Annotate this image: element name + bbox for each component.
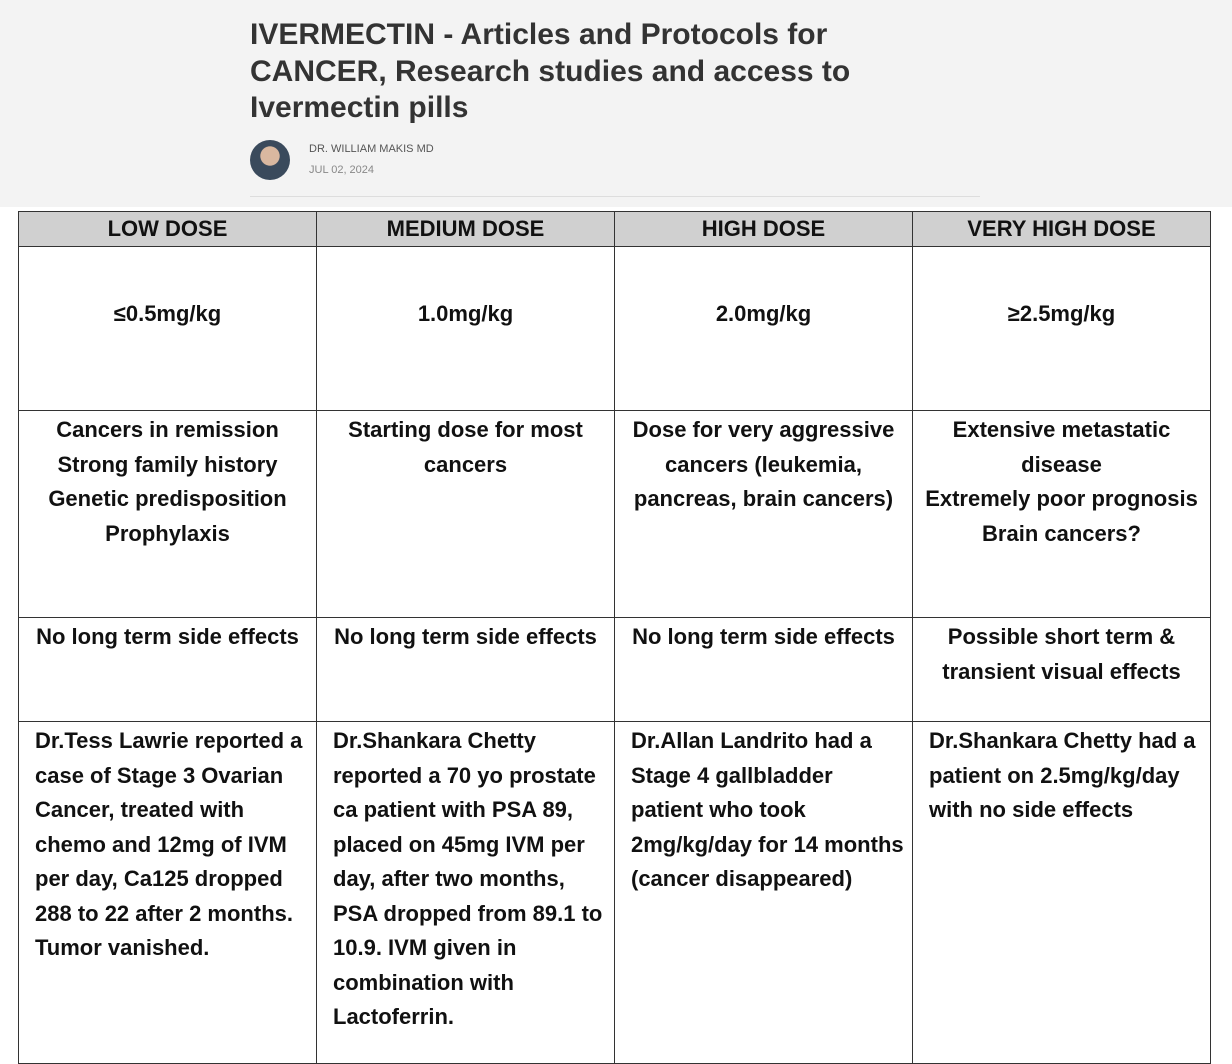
column-header: VERY HIGH DOSE [912, 211, 1211, 247]
cell-text: 2.0mg/kg [715, 301, 812, 327]
table-cell: No long term side effects [18, 617, 317, 722]
cell-text: ≤0.5mg/kg [113, 301, 222, 327]
table-cell: No long term side effects [316, 617, 615, 722]
cell-text: Dr.Tess Lawrie reported a case of Stage … [35, 728, 303, 960]
table-cell: Dr.Shankara Chetty reported a 70 yo pros… [316, 721, 615, 1064]
cell-text: Cancers in remission [56, 417, 279, 442]
post-header: IVERMECTIN - Articles and Protocols for … [0, 0, 1232, 205]
column-header: LOW DOSE [18, 211, 317, 247]
divider [250, 196, 980, 197]
cell-text: Dr.Allan Landrito had a Stage 4 gallblad… [631, 728, 904, 891]
column-header: HIGH DOSE [614, 211, 913, 247]
dose-table: LOW DOSE MEDIUM DOSE HIGH DOSE VERY HIGH DO… [18, 211, 1211, 1064]
table-cell: Dr.Shankara Chetty had a patient on 2.5m… [912, 721, 1211, 1064]
cell-text: ≥2.5mg/kg [1007, 301, 1116, 327]
table-cell: Dose for very aggressive cancers (leukem… [614, 410, 913, 618]
table-cell: Dr.Tess Lawrie reported a case of Stage … [18, 721, 317, 1064]
table-cell: Dr.Allan Landrito had a Stage 4 gallblad… [614, 721, 913, 1064]
cell-text: Extensive metastatic disease [952, 417, 1171, 477]
table-cell: Cancers in remission Strong family histor… [18, 410, 317, 618]
table-cell: Starting dose for most cancers [316, 410, 615, 618]
table-row: Dr.Tess Lawrie reported a case of Stage … [18, 721, 1211, 1064]
cell-text: 1.0mg/kg [417, 301, 514, 327]
table-row: Cancers in remission Strong family histor… [18, 410, 1211, 618]
cell-text: Genetic predisposition [48, 486, 287, 511]
cell-text: Starting dose for most cancers [348, 417, 583, 477]
table-cell: 2.0mg/kg [614, 246, 913, 411]
post-date: JUL 02, 2024 [309, 164, 375, 176]
cell-text: No long term side effects [36, 624, 299, 649]
author-name[interactable]: DR. WILLIAM MAKIS MD [309, 143, 434, 155]
cell-text: Extremely poor prognosis [925, 486, 1198, 511]
cell-text: Strong family history [57, 451, 278, 477]
table-cell: Possible short term & transient visual e… [912, 617, 1211, 722]
table-row: No long term side effects No long term si… [18, 617, 1211, 722]
header-row: LOW DOSE MEDIUM DOSE HIGH DOSE VERY HIGH DO… [18, 211, 1211, 247]
cell-text: No long term side effects [632, 624, 895, 649]
table-cell: ≥2.5mg/kg [912, 246, 1211, 411]
cell-text: Prophylaxis [105, 520, 230, 546]
table-row: ≤0.5mg/kg 1.0mg/kg 2.0mg/kg ≥2.5mg/kg [18, 246, 1211, 411]
cell-text: Dr.Shankara Chetty had a patient on 2.5m… [929, 728, 1196, 822]
cell-text: Brain cancers? [982, 520, 1141, 546]
table-cell: No long term side effects [614, 617, 913, 722]
table-cell: ≤0.5mg/kg [18, 246, 317, 411]
post-title[interactable]: IVERMECTIN - Articles and Protocols for … [250, 18, 851, 124]
cell-text: No long term side effects [334, 624, 597, 649]
column-header: MEDIUM DOSE [316, 211, 615, 247]
cell-text: Possible short term & transient visual e… [942, 624, 1181, 684]
table-cell: 1.0mg/kg [316, 246, 615, 411]
cell-text: Dr.Shankara Chetty reported a 70 yo pros… [333, 728, 603, 1029]
table-cell: Extensive metastatic disease Extremely po… [912, 410, 1211, 618]
author-avatar[interactable] [250, 140, 290, 180]
cell-text: Dose for very aggressive cancers (leukem… [632, 417, 895, 511]
